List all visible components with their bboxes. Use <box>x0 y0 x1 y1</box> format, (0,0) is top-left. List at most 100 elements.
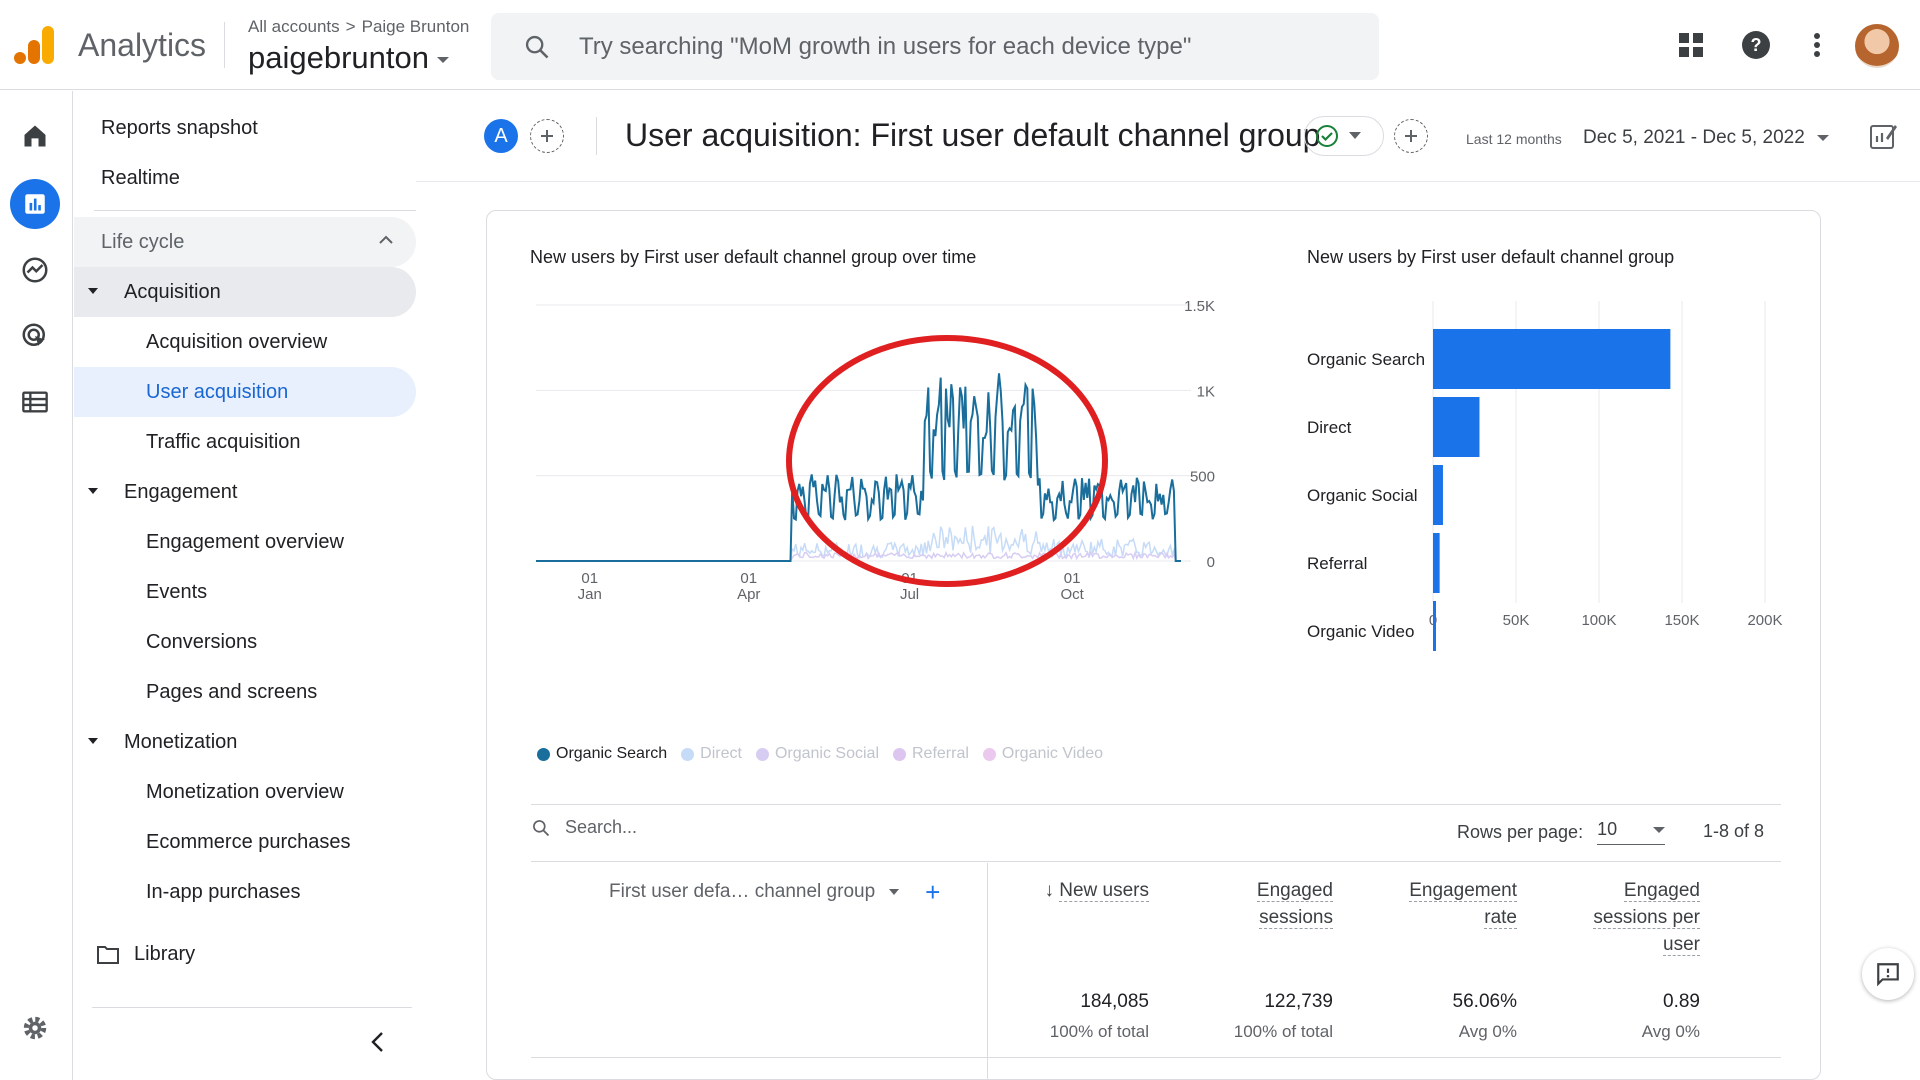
legend-item[interactable]: Organic Social <box>755 745 879 763</box>
apps-grid-icon[interactable] <box>1670 24 1712 66</box>
metric-total-value: 56.06% <box>1452 991 1517 1012</box>
search-placeholder: Try searching "MoM growth in users for e… <box>579 33 1192 60</box>
home-icon[interactable] <box>10 111 60 161</box>
metric-total-subtext: 100% of total <box>1233 1022 1333 1041</box>
nav-events[interactable]: Events <box>74 567 416 617</box>
settings-gear-icon[interactable] <box>10 1003 60 1053</box>
bar <box>1433 329 1671 389</box>
metric-header-label: sessions <box>1259 907 1333 929</box>
metric-header-label: sessions per <box>1593 907 1700 929</box>
property-selector[interactable]: paigebrunton <box>248 40 449 76</box>
help-icon[interactable]: ? <box>1735 24 1777 66</box>
analytics-logo-icon[interactable] <box>14 24 56 66</box>
nav-lifecycle-header[interactable]: Life cycle <box>74 217 416 267</box>
legend-dot-icon <box>982 747 996 761</box>
dimension-column-header[interactable]: First user defa… channel group + <box>609 877 941 907</box>
add-comparison-button[interactable] <box>530 119 564 153</box>
nav-acquisition-overview[interactable]: Acquisition overview <box>74 317 416 367</box>
report-card: New users by First user default channel … <box>486 210 1821 1080</box>
table-search-placeholder: Search... <box>565 817 638 837</box>
metric-total-subtext: Avg 0% <box>1458 1022 1517 1041</box>
y-tick-label: 1.5K <box>1184 298 1215 315</box>
rows-per-page-select[interactable]: 10 <box>1597 819 1666 845</box>
nav-monetization[interactable]: Monetization <box>74 717 416 767</box>
date-range-picker[interactable]: Dec 5, 2021 - Dec 5, 2022 <box>1583 127 1829 149</box>
metric-header-label: rate <box>1484 907 1517 929</box>
legend-item[interactable]: Organic Video <box>982 745 1103 763</box>
table-search[interactable]: Search... <box>531 817 637 838</box>
metric-total-subtext: Avg 0% <box>1641 1022 1700 1041</box>
breadcrumb-separator-icon: > <box>345 17 356 36</box>
nav-item-label: Traffic acquisition <box>146 431 301 453</box>
bar-category-label: Direct <box>1307 418 1352 437</box>
metric-header-label: user <box>1663 934 1700 956</box>
reports-icon[interactable] <box>10 179 60 229</box>
bar <box>1433 533 1440 593</box>
bar-chart[interactable]: 050K100K150K200KOrganic SearchDirectOrga… <box>1307 291 1787 651</box>
metric-column-header[interactable]: Engaged sessions per user <box>1593 877 1700 958</box>
explore-icon[interactable] <box>10 245 60 295</box>
x-tick-label: Oct <box>1060 586 1084 603</box>
legend-dot-icon <box>755 747 769 761</box>
breadcrumb-account[interactable]: Paige Brunton <box>361 17 470 36</box>
nav-acquisition[interactable]: Acquisition <box>74 267 416 317</box>
svg-text:?: ? <box>1751 35 1762 55</box>
nav-item-label: Acquisition overview <box>146 331 328 353</box>
breadcrumb-all-accounts[interactable]: All accounts <box>248 17 340 36</box>
nav-monetization-overview[interactable]: Monetization overview <box>74 767 416 817</box>
legend-label: Organic Search <box>556 745 668 762</box>
nav-engagement[interactable]: Engagement <box>74 467 416 517</box>
collapse-chevron-left-icon[interactable] <box>370 1031 386 1053</box>
nav-user-acquisition[interactable]: User acquisition <box>74 367 416 417</box>
metric-column-header[interactable]: ↓ New users <box>1044 877 1149 904</box>
legend-item[interactable]: Direct <box>681 745 742 763</box>
nav-realtime[interactable]: Realtime <box>101 167 180 189</box>
metric-header-label: New users <box>1059 880 1149 902</box>
legend-item[interactable]: Referral <box>893 745 969 763</box>
metric-column-header[interactable]: Engaged sessions <box>1256 877 1333 931</box>
avatar[interactable] <box>1855 24 1899 68</box>
feedback-button[interactable] <box>1862 948 1914 1000</box>
legend-item[interactable]: Organic Search <box>537 745 667 763</box>
expand-triangle-icon <box>88 288 98 294</box>
report-status-dropdown[interactable] <box>1304 116 1384 156</box>
x-tick-label: Jul <box>900 586 919 603</box>
nav-item-label: Pages and screens <box>146 681 318 703</box>
caret-down-icon <box>1816 135 1829 141</box>
nav-conversions[interactable]: Conversions <box>74 617 416 667</box>
advertising-icon[interactable] <box>10 311 60 361</box>
nav-library[interactable]: Library <box>96 943 195 966</box>
legend-label: Referral <box>912 745 969 762</box>
table-row-divider <box>531 1057 1781 1058</box>
header-divider <box>224 22 225 68</box>
add-dimension-plus-icon[interactable]: + <box>925 877 941 907</box>
search-icon <box>525 35 549 59</box>
customize-report-icon[interactable] <box>1868 121 1898 151</box>
add-filter-button[interactable] <box>1394 119 1428 153</box>
expand-triangle-icon <box>88 738 98 744</box>
nav-reports-snapshot[interactable]: Reports snapshot <box>101 117 258 139</box>
comparison-badge[interactable]: A <box>484 119 518 153</box>
configure-icon[interactable] <box>10 377 60 427</box>
nav-item-label: Engagement overview <box>146 531 344 553</box>
nav-in-app-purchases[interactable]: In-app purchases <box>74 867 416 917</box>
expand-triangle-icon <box>88 488 98 494</box>
nav-item-label: Conversions <box>146 631 258 653</box>
bar-category-label: Organic Video <box>1307 622 1414 641</box>
metric-column-header[interactable]: Engagement rate <box>1409 877 1517 931</box>
plus-icon <box>1405 130 1417 142</box>
nav-lifecycle-label: Life cycle <box>101 231 185 253</box>
search-bar[interactable]: Try searching "MoM growth in users for e… <box>491 13 1379 80</box>
nav-traffic-acquisition[interactable]: Traffic acquisition <box>74 417 416 467</box>
nav-ecommerce-purchases[interactable]: Ecommerce purchases <box>74 817 416 867</box>
metric-total-subtext: 100% of total <box>1049 1022 1149 1041</box>
nav-pages-and-screens[interactable]: Pages and screens <box>74 667 416 717</box>
nav-engagement-overview[interactable]: Engagement overview <box>74 517 416 567</box>
caret-down-icon[interactable] <box>889 889 900 895</box>
rows-per-page-label: Rows per page: <box>1457 821 1584 842</box>
y-tick-label: 0 <box>1207 554 1215 571</box>
breadcrumb[interactable]: All accounts > Paige Brunton <box>248 17 469 37</box>
report-header: A User acquisition: First user default c… <box>416 91 1920 182</box>
more-vert-icon[interactable] <box>1796 24 1838 66</box>
